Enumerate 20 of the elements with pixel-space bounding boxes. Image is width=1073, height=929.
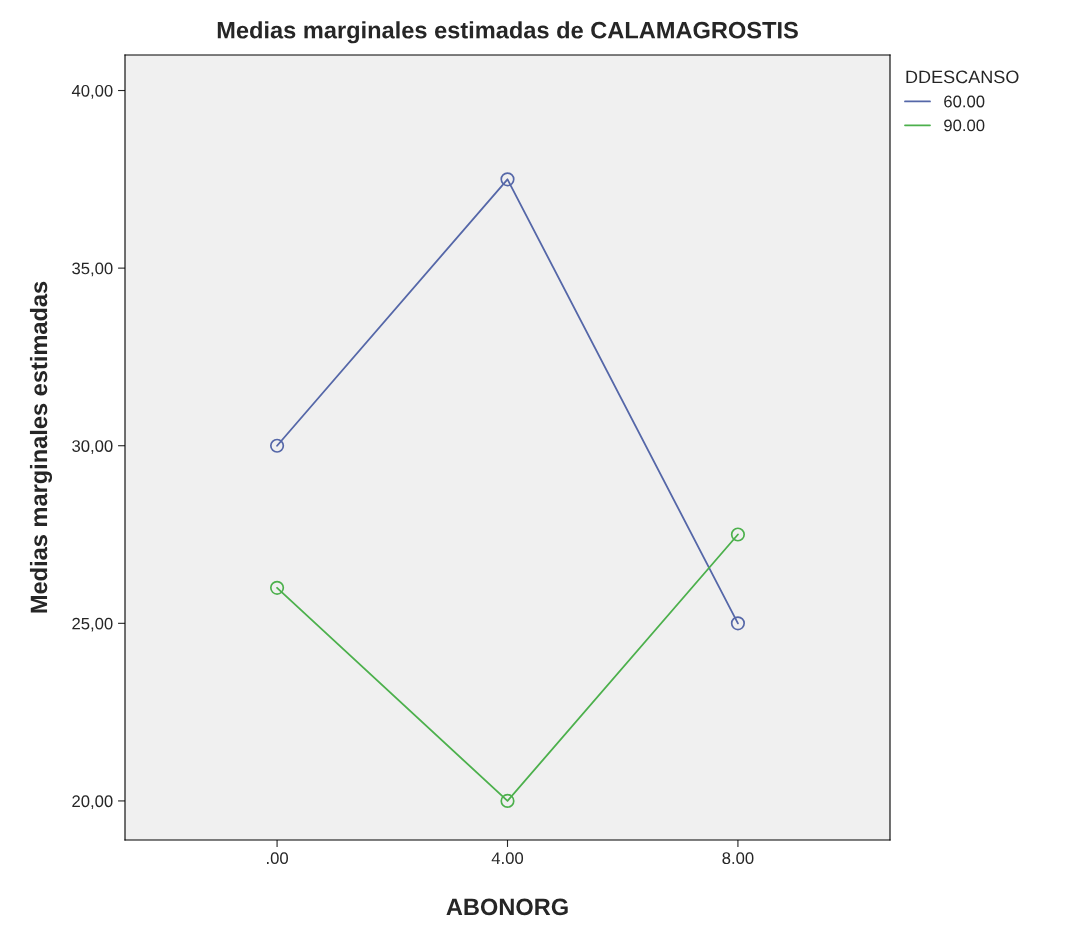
point (730, 527, 746, 542)
x-axis-title: ABONORG (446, 898, 568, 916)
y-tick-label: 25,00 (72, 617, 113, 632)
point (269, 580, 285, 595)
point (500, 793, 515, 809)
y-tick-label: 35,00 (72, 262, 113, 277)
x-tick-label: 8.00 (722, 852, 754, 865)
x-tick-label: .00 (267, 852, 289, 865)
legend-title: DDESCANSO (906, 70, 1019, 84)
point (500, 172, 515, 187)
y-tick-label: 40,00 (71, 84, 113, 99)
y-tick-label: 20,00 (72, 795, 113, 810)
legend-label: 60.00 (944, 95, 985, 108)
y-tick-label: 30,00 (72, 440, 113, 454)
chart-title: Medias marginales estimadas de CALAMAGROSTIS (217, 21, 798, 44)
x-tick-label: 4.00 (491, 852, 524, 865)
point (730, 616, 746, 631)
legend-label: 90.00 (944, 119, 985, 132)
y-axis-title: Medias marginales estimadas (29, 281, 53, 613)
point (269, 438, 285, 453)
